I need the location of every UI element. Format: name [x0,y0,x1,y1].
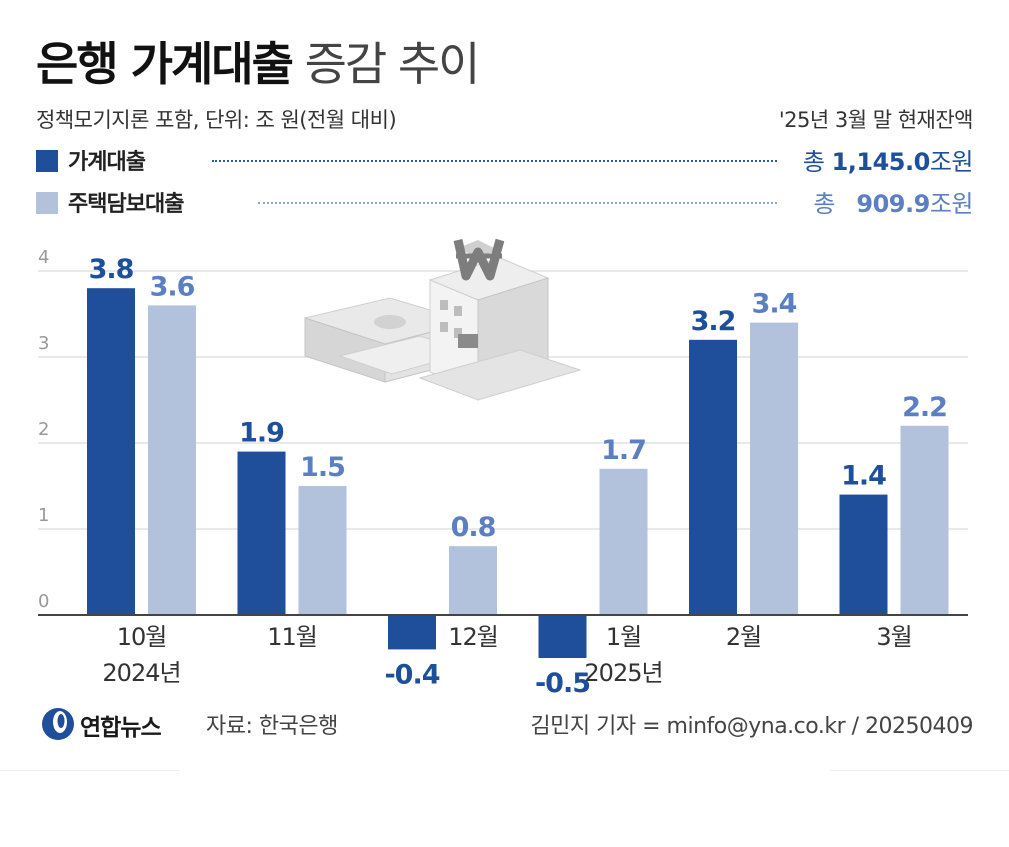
value-label: -0.4 [384,659,439,690]
title-sub: 증감 추이 [304,37,481,91]
value-label: 2.2 [902,392,947,423]
value-label: -0.5 [535,668,590,699]
total-prefix: 총 [813,190,836,218]
legend-label-household: 가계대출 [68,150,146,175]
bar-mortgage [750,322,798,615]
x-tick-label: 10월 [117,623,167,651]
x-axis-labels: 10월 2024년 11월 12월 1월 2025년 2월 3월 [102,623,912,687]
divider-left [0,770,180,771]
total-unit: 조원 [929,148,974,176]
value-label: 3.2 [691,306,736,337]
year-label: 2024년 [102,659,180,687]
legend-leader-household [212,160,777,162]
total-value: 1,145.0 [831,148,931,176]
legend-mortgage: 주택담보대출 총 909.9조원 [36,184,974,220]
title-main: 은행 가계대출 [36,37,294,91]
bar-mortgage [449,546,497,615]
bar-mortgage [599,468,648,615]
chart-title: 은행 가계대출 증감 추이 [36,28,481,94]
bar-household [689,339,737,615]
x-tick-label: 2월 [726,623,761,651]
bar-household [538,615,587,658]
y-tick-label: 4 [38,247,49,268]
legend-swatch-mortgage [36,192,58,214]
unit-note: 정책모기지론 포함, 단위: 조 원(전월 대비) [36,108,397,132]
value-label: 1.9 [239,418,284,449]
value-label: 3.6 [150,271,195,302]
bar-chart: 0 1 2 3 4 3.8 3.6 1.9 1.5 -0.4 0.8 -0.5 1.7 3.2 3.4 1.… [38,238,968,699]
x-tick-label: 12월 [448,623,498,651]
y-tick-label: 2 [38,419,49,440]
y-tick-label: 0 [38,591,49,612]
balance-caption: '25년 3월 말 현재잔액 [778,108,974,132]
bar-mortgage [298,486,347,615]
value-label: 1.5 [300,452,345,483]
value-label: 1.7 [601,435,646,466]
divider-right [830,770,1009,771]
value-label: 3.4 [752,289,797,320]
bar-household [388,615,436,650]
bar-mortgage [148,305,196,615]
legend-total-household: 총 1,145.0조원 [802,142,974,177]
total-unit: 조원 [929,190,974,218]
total-value: 909.9 [856,190,930,218]
x-tick-label: 1월 [606,623,641,651]
bar-household [237,451,286,615]
total-prefix: 총 [802,148,825,176]
legend-leader-mortgage [258,202,777,204]
y-tick-label: 3 [38,333,49,354]
bar-household [839,494,888,615]
value-labels: 3.8 3.6 1.9 1.5 -0.4 0.8 -0.5 1.7 3.2 3.4 1.4 2.2 [89,254,948,699]
x-tick-label: 3월 [876,623,911,651]
bar-household [87,288,135,615]
yonhap-logo: 연합뉴스 [40,704,190,744]
year-label: 2025년 [584,659,662,687]
legend-household: 가계대출 총 1,145.0조원 [36,142,974,178]
credit-line: 김민지 기자 = minfo@yna.co.kr / 20250409 [530,714,973,739]
value-label: 0.8 [451,512,496,543]
legend-total-mortgage: 총 909.9조원 [813,184,973,219]
legend-label-mortgage: 주택담보대출 [68,192,184,217]
value-label: 3.8 [89,254,134,285]
x-tick-label: 11월 [267,623,317,651]
legend-swatch-household [36,150,58,172]
source-note: 자료: 한국은행 [206,714,338,739]
bank-money-illustration [303,238,582,401]
value-label: 1.4 [841,461,886,492]
bar-mortgage [900,425,949,615]
logo-text: 연합뉴스 [80,715,162,741]
bars [87,288,949,658]
y-tick-label: 1 [38,505,49,526]
